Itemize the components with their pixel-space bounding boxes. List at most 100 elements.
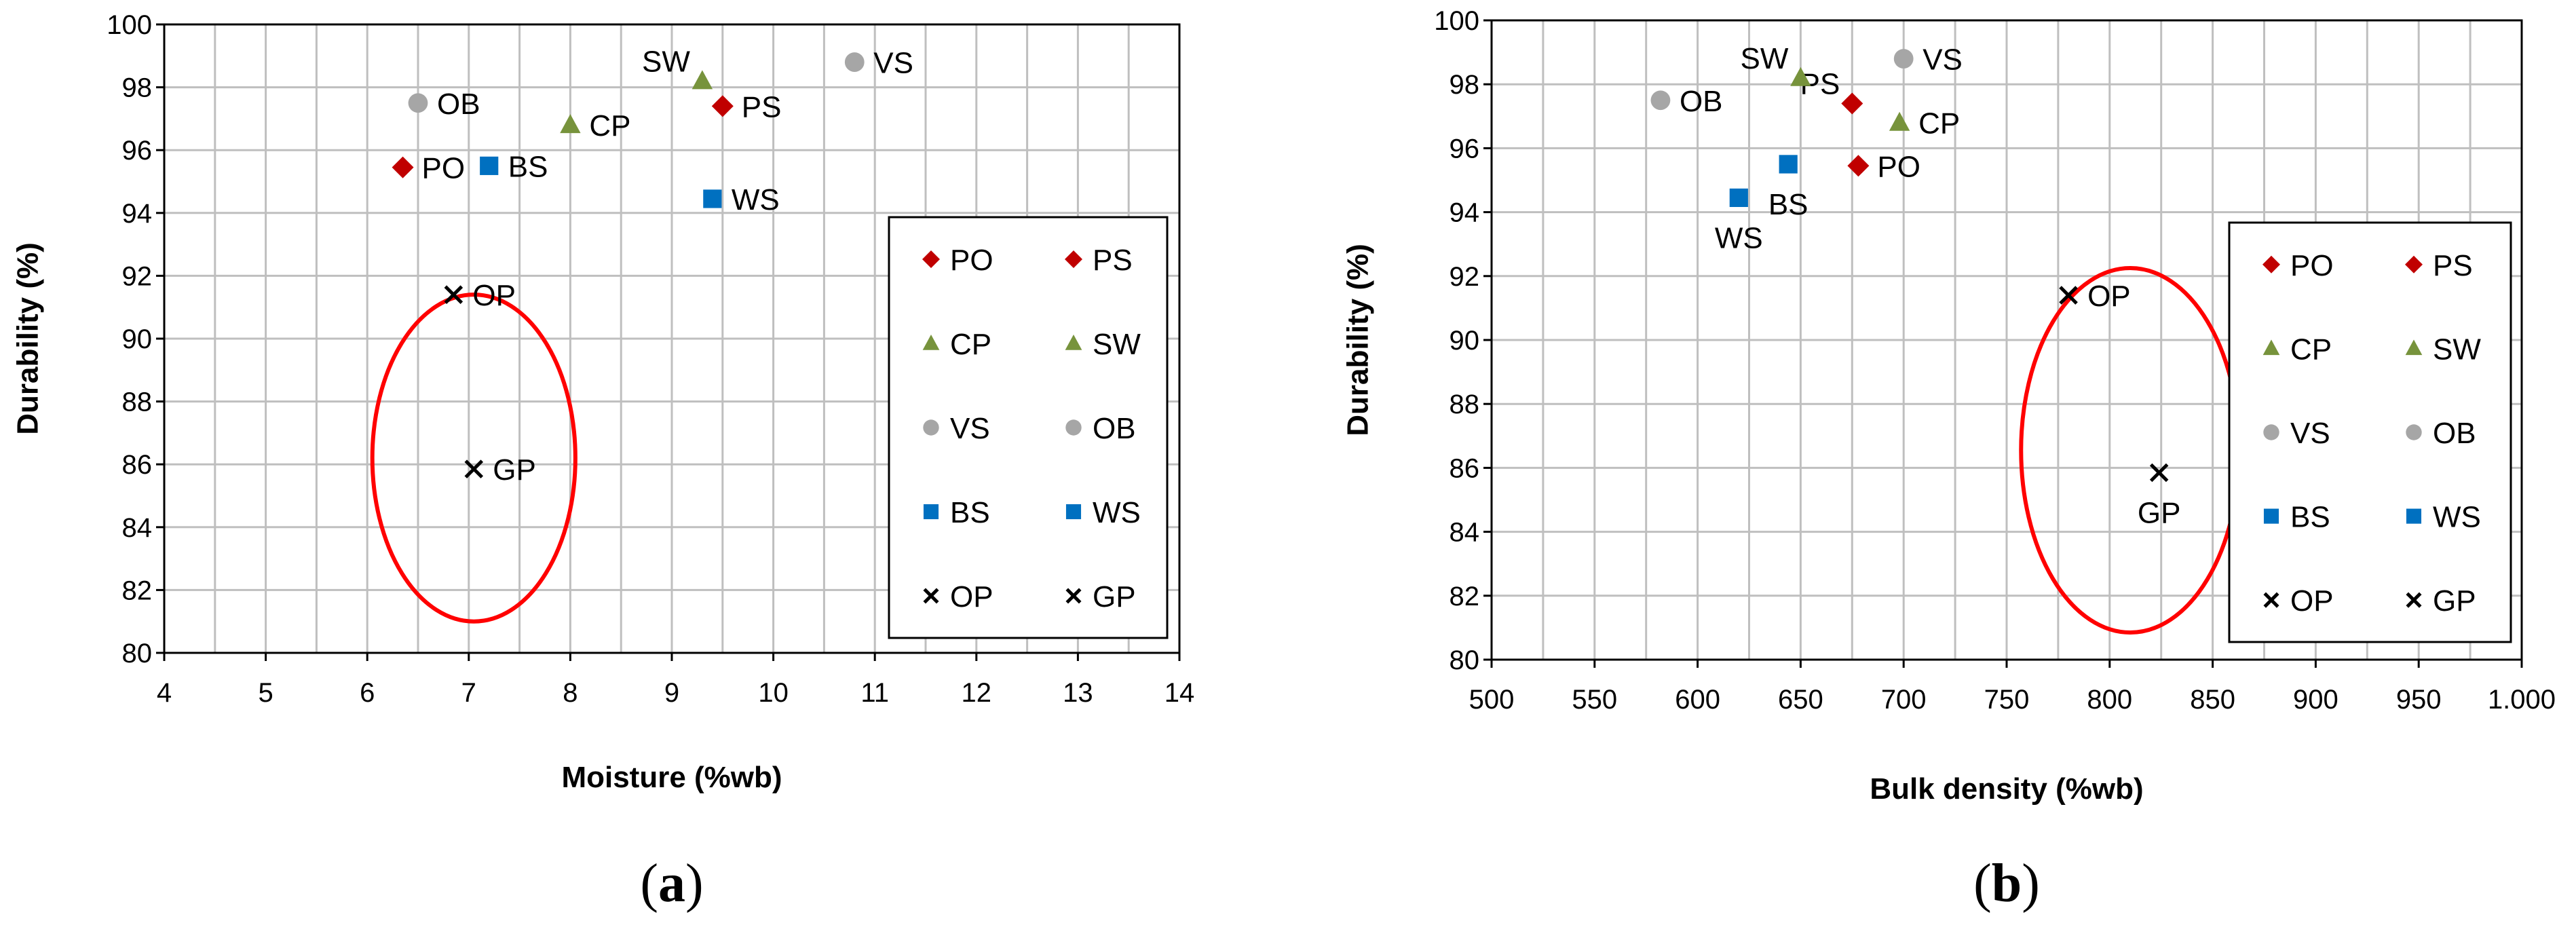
data-point-cp	[560, 114, 581, 134]
panel-label: (a)	[640, 854, 703, 913]
point-label-ps: PS	[742, 90, 782, 124]
point-label-ob: OB	[1680, 85, 1723, 118]
legend-label-ps: PS	[1093, 244, 1133, 277]
x-tick-label: 12	[962, 678, 992, 708]
point-label-cp: CP	[1918, 107, 1960, 140]
point-label-vs: VS	[873, 47, 913, 80]
legend-marker-ob	[1065, 419, 1082, 436]
legend-label-ob: OB	[2433, 417, 2476, 450]
legend-marker-po	[2262, 255, 2280, 273]
x-tick-label: 13	[1063, 678, 1093, 708]
y-tick-label: 96	[122, 136, 153, 166]
data-point-bs	[1779, 155, 1798, 174]
point-label-op: OP	[2087, 280, 2131, 313]
y-tick-label: 100	[107, 10, 152, 40]
y-tick-label: 96	[1450, 134, 1480, 164]
highlight-ellipse	[2019, 266, 2242, 635]
legend-label-sw: SW	[2433, 333, 2481, 366]
x-tick-label: 850	[2190, 685, 2235, 715]
data-point-ps	[711, 95, 734, 117]
y-tick-label: 86	[122, 450, 153, 480]
data-point-po	[392, 156, 414, 178]
data-point-op	[444, 285, 463, 304]
y-tick-label: 80	[122, 639, 153, 668]
legend-label-ps: PS	[2433, 249, 2473, 282]
point-label-cp: CP	[589, 109, 630, 143]
y-tick-label: 82	[1450, 582, 1480, 611]
data-point-sw	[1790, 67, 1811, 86]
legend-marker-po	[922, 250, 940, 268]
legend-label-gp: GP	[2433, 584, 2476, 618]
legend-label-ws: WS	[2433, 501, 2481, 534]
legend-label-ob: OB	[1093, 412, 1136, 445]
point-label-sw: SW	[642, 45, 690, 78]
data-point-ws	[1729, 188, 1748, 208]
y-tick-label: 80	[1450, 645, 1480, 675]
legend-marker-ob	[2406, 424, 2422, 440]
x-axis-title: Moisture (%wb)	[561, 761, 782, 794]
x-tick-label: 4	[157, 678, 172, 708]
legend-marker-vs	[2263, 424, 2279, 440]
point-label-vs: VS	[1922, 43, 1963, 77]
y-tick-label: 84	[122, 513, 153, 543]
x-axis-title: Bulk density (%wb)	[1870, 772, 2143, 806]
data-point-po	[1847, 155, 1870, 177]
legend-label-sw: SW	[1093, 328, 1141, 361]
x-tick-label: 550	[1572, 685, 1617, 715]
data-point-ob	[1650, 90, 1671, 111]
x-tick-label: 11	[860, 678, 889, 708]
legend-label-gp: GP	[1093, 580, 1136, 613]
highlight-ellipse	[370, 292, 577, 624]
panel-label: (b)	[1973, 854, 2040, 913]
x-tick-label: 900	[2293, 685, 2338, 715]
x-tick-label: 8	[563, 678, 577, 708]
legend-marker-bs	[923, 504, 939, 520]
y-tick-label: 94	[122, 199, 153, 229]
data-point-vs	[844, 52, 865, 72]
x-tick-label: 7	[461, 678, 476, 708]
point-label-po: PO	[1877, 150, 1920, 183]
legend-marker-sw	[2405, 339, 2423, 356]
point-label-ws: WS	[1715, 221, 1763, 254]
legend-label-bs: BS	[950, 496, 990, 529]
chart-b: 500 550 600 650 700 750 800 850 900 950 1.000 80 82 8…	[1342, 6, 2556, 913]
legend-marker-ws	[2406, 508, 2422, 524]
y-tick-label: 88	[122, 388, 153, 417]
chart-a: 4 5 6 7 8 9 10 11 12 13 14 80 82 84 86 88 90 92 94 96 98 100 M…	[12, 10, 1195, 913]
legend-label-ws: WS	[1093, 496, 1141, 529]
x-tick-label: 9	[664, 678, 679, 708]
legend-label-op: OP	[2290, 584, 2334, 618]
y-tick-label: 94	[1450, 198, 1480, 228]
y-tick-label: 84	[1450, 518, 1480, 548]
y-tick-label: 82	[122, 575, 153, 605]
y-tick-label: 90	[122, 324, 153, 354]
point-label-bs: BS	[508, 150, 548, 183]
x-tick-label: 750	[1984, 685, 2030, 715]
data-point-op	[2059, 286, 2078, 305]
legend-label-vs: VS	[2290, 417, 2330, 450]
legend-label-bs: BS	[2290, 501, 2330, 534]
data-point-ps	[1841, 92, 1863, 115]
point-label-sw: SW	[1741, 42, 1789, 75]
legend-marker-cp	[2262, 339, 2280, 356]
y-tick-label: 98	[1450, 70, 1480, 100]
x-tick-label: 950	[2396, 685, 2442, 715]
legend-marker-gp	[1065, 588, 1082, 604]
legend-marker-sw	[1065, 335, 1082, 350]
x-tick-label: 600	[1675, 685, 1720, 715]
data-point-ob	[408, 93, 428, 113]
x-tick-label: 800	[2087, 685, 2132, 715]
x-tick-label: 500	[1469, 685, 1515, 715]
x-tick-label: 1.000	[2488, 685, 2556, 715]
y-tick-label: 86	[1450, 453, 1480, 483]
point-label-ws: WS	[732, 183, 780, 216]
legend-marker-vs	[923, 419, 939, 436]
legend-label-vs: VS	[950, 412, 990, 445]
point-label-gp: GP	[2138, 496, 2181, 529]
legend: PO PS CP SW VS OB BS WS OP GP	[888, 216, 1169, 639]
legend-label-op: OP	[950, 580, 993, 613]
legend-marker-op	[2263, 592, 2279, 608]
legend-marker-bs	[2263, 508, 2279, 524]
legend-marker-ws	[1065, 504, 1082, 520]
